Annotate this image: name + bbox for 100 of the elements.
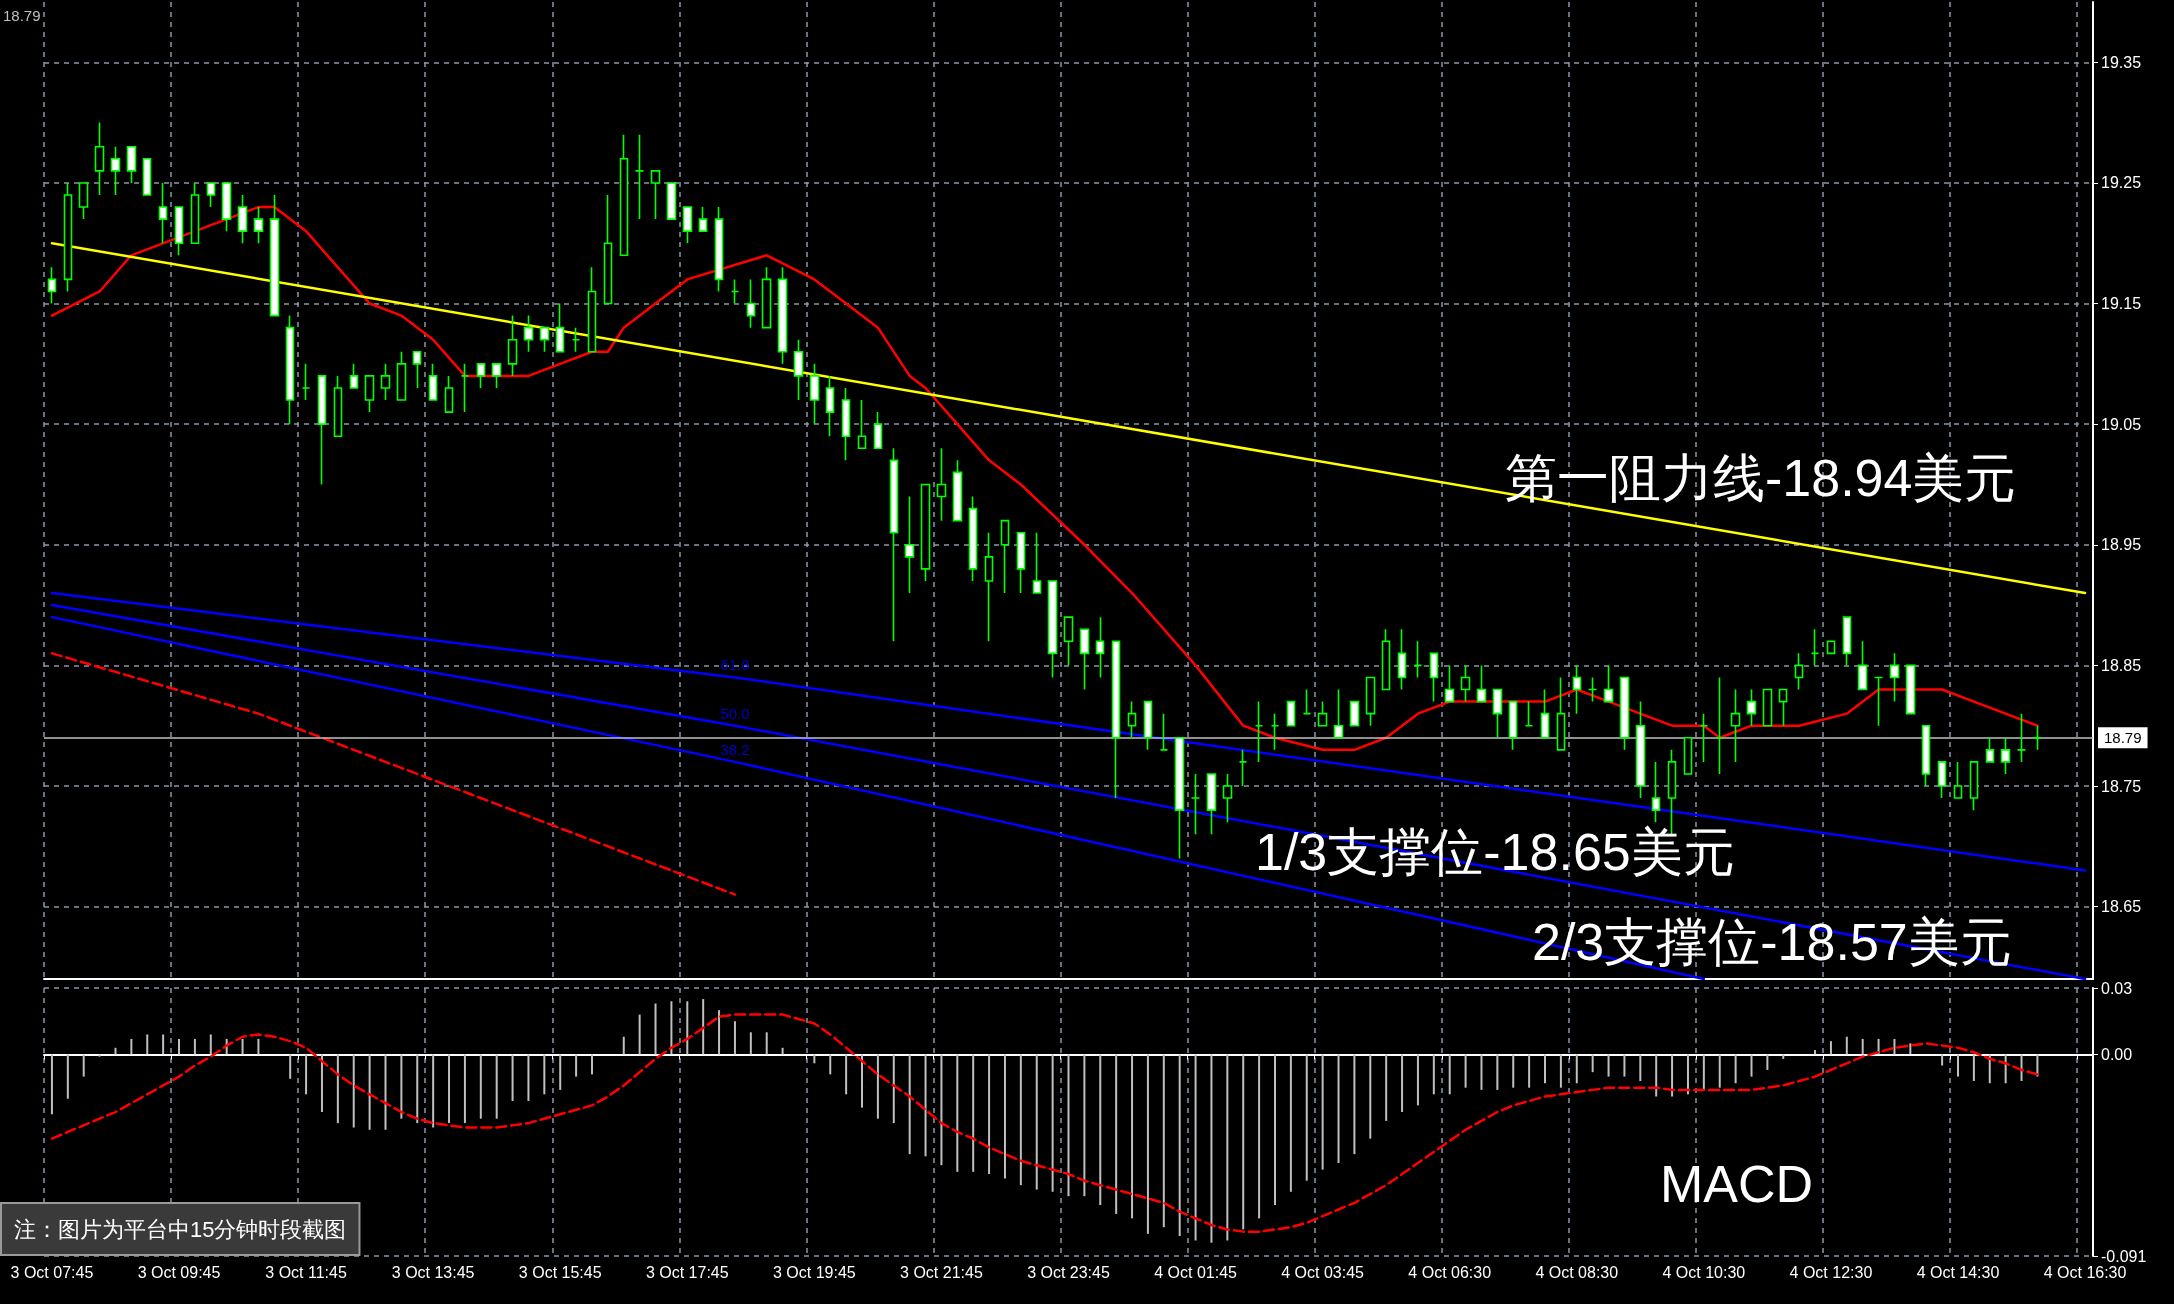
bar [1099,1054,1102,1206]
candlestick [555,302,565,353]
y-tick-label: 19.35 [2101,53,2142,71]
candlestick [1349,700,1360,727]
x-tick-label: 4 Oct 14:30 [1916,1263,2000,1281]
candlestick [682,206,693,245]
candlestick [1715,676,1725,775]
text: 18.79 [3,7,41,24]
bar [1702,1054,1705,1090]
candlestick [1619,676,1630,751]
candlestick [634,133,645,220]
candlestick [968,495,978,582]
bar [1226,1054,1229,1241]
bar [1289,1054,1292,1192]
bar [1528,1054,1531,1088]
bar [1877,1038,1880,1055]
bar [1718,1054,1721,1088]
bar [1845,1036,1848,1055]
candlestick [1444,664,1455,703]
candlestick [1969,761,1979,811]
candlestick [1953,761,1963,799]
candlestick [1651,761,1661,823]
candlestick [1889,652,1900,703]
bar [1146,1054,1149,1234]
bar [352,1054,355,1128]
candlestick [619,133,629,257]
y-tick-label: 19.25 [2101,174,2142,192]
bar [1115,1054,1118,1214]
bar [130,1038,133,1055]
bar [463,1054,466,1124]
bar [765,1032,768,1055]
bar [638,1014,641,1055]
x-tick-label: 3 Oct 09:45 [137,1263,221,1281]
bar [749,1032,752,1055]
bar [940,1054,943,1166]
bar [590,1054,593,1075]
y-tick-label: 18.95 [2101,536,2142,554]
candlestick [698,206,708,232]
candlestick [714,206,724,293]
candlestick [793,338,804,401]
candlestick [1381,628,1391,691]
candlestick [1842,616,1852,667]
candlestick [761,266,772,329]
y-tick-label: 18.75 [2101,777,2142,795]
candlestick [1857,640,1868,691]
y-tick-label: -0.091 [2101,1247,2147,1265]
bar [98,1054,101,1057]
candlestick [587,266,597,353]
bar [479,1054,482,1119]
candlestick [1778,688,1788,727]
candlestick [1587,676,1598,703]
bar [146,1034,149,1055]
candlestick [1254,700,1264,763]
candlestick [1413,640,1423,679]
candlestick [47,266,57,305]
bar [972,1054,975,1172]
candlestick [221,182,232,232]
candlestick [1365,676,1376,727]
candlestick [285,314,295,425]
candlestick [1016,531,1026,594]
bar [511,1054,514,1101]
candlestick [158,182,168,245]
x-tick-label: 3 Oct 11:45 [265,1263,347,1281]
bar [1575,1054,1578,1084]
candlestick [1603,664,1614,703]
bar [575,1054,578,1077]
candlestick [746,278,756,329]
candlestick [333,375,343,438]
candlestick [1095,616,1105,679]
candlestick [1190,773,1201,836]
bar [1655,1054,1658,1097]
candlestick [1810,628,1820,667]
x-tick-label: 3 Oct 19:45 [773,1263,856,1281]
candlestick [920,483,931,582]
candlestick [1159,712,1169,751]
series-label: 61.8 [720,656,750,674]
bar [718,1010,721,1055]
candlestick [666,182,677,220]
bar [829,1054,832,1075]
bar [1258,1054,1261,1219]
candlestick [1476,664,1487,703]
bar [559,1054,562,1090]
candlestick [444,375,454,413]
candlestick [428,363,438,401]
bar [702,999,705,1055]
candlestick [1540,688,1550,739]
candlestick [1873,676,1884,727]
x-tick-label: 3 Oct 21:45 [900,1263,983,1281]
candlestick [1937,761,1947,799]
candlestick [841,387,851,462]
y-tick-label: 19.05 [2101,415,2142,433]
bar [289,1054,292,1079]
bar [1861,1038,1864,1055]
candlestick [873,411,883,450]
bar [1750,1054,1753,1077]
bar [448,1054,451,1124]
bar [368,1054,371,1130]
bar [1019,1054,1022,1186]
bar [1273,1054,1276,1206]
x-tick-label: 4 Oct 03:45 [1281,1263,1365,1281]
